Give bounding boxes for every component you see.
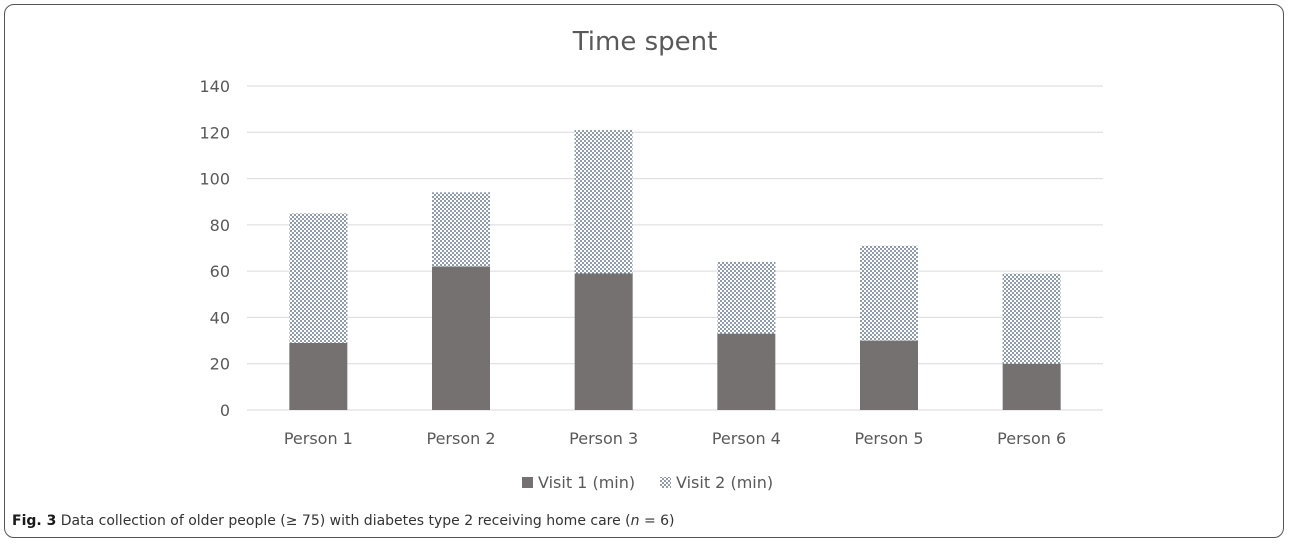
- figure-number: Fig. 3: [12, 513, 57, 529]
- gridlines: [247, 85, 1103, 411]
- legend-label-visit-1: Visit 1 (min): [538, 473, 635, 492]
- x-tick-label: Person 1: [284, 429, 353, 448]
- bar-visit-2: [289, 213, 348, 343]
- x-tick-label: Person 3: [569, 429, 638, 448]
- figure-caption: Fig. 3 Data collection of older people (…: [12, 513, 675, 529]
- bar-visit-1: [574, 273, 633, 410]
- bar-visit-1: [717, 333, 776, 410]
- caption-text-end: = 6): [639, 513, 675, 529]
- x-tick-label: Person 6: [997, 429, 1066, 448]
- y-tick-label: 60: [210, 262, 230, 281]
- bar-visit-1: [860, 340, 918, 410]
- y-tick-label: 80: [210, 216, 230, 235]
- caption-text: Data collection of older people (≥ 75) w…: [56, 513, 631, 529]
- x-tick-label: Person 2: [426, 429, 495, 448]
- y-tick-label: 100: [199, 170, 230, 189]
- y-tick-label: 20: [210, 355, 230, 374]
- x-axis-ticks: Person 1 Person 2 Person 3 Person 4 Person 5…: [284, 429, 1066, 448]
- y-tick-label: 120: [199, 123, 230, 142]
- legend: Visit 1 (min) Visit 2 (min): [522, 473, 773, 492]
- bar-visit-2: [860, 245, 918, 341]
- bar-visit-1: [289, 342, 348, 410]
- x-tick-label: Person 5: [854, 429, 923, 448]
- x-tick-label: Person 4: [712, 429, 781, 448]
- y-tick-label: 0: [220, 401, 230, 420]
- y-axis-ticks: 0 20 40 60 80 100 120 140: [199, 77, 230, 420]
- bar-visit-2: [432, 192, 490, 267]
- bar-visit-2: [717, 261, 776, 334]
- legend-swatch-visit-1: [522, 477, 533, 488]
- caption-n-symbol: n: [630, 513, 640, 529]
- legend-label-visit-2: Visit 2 (min): [676, 473, 773, 492]
- y-tick-label: 40: [210, 308, 230, 327]
- chart-title: Time spent: [572, 27, 718, 57]
- bar-visit-1: [432, 266, 490, 410]
- figure-frame: [4, 4, 1284, 538]
- legend-swatch-visit-2: [660, 477, 671, 488]
- y-tick-label: 140: [199, 77, 230, 96]
- bars: [289, 129, 1061, 410]
- bar-visit-2: [1002, 273, 1061, 364]
- bar-visit-1: [1002, 363, 1061, 410]
- bar-visit-2: [574, 129, 633, 274]
